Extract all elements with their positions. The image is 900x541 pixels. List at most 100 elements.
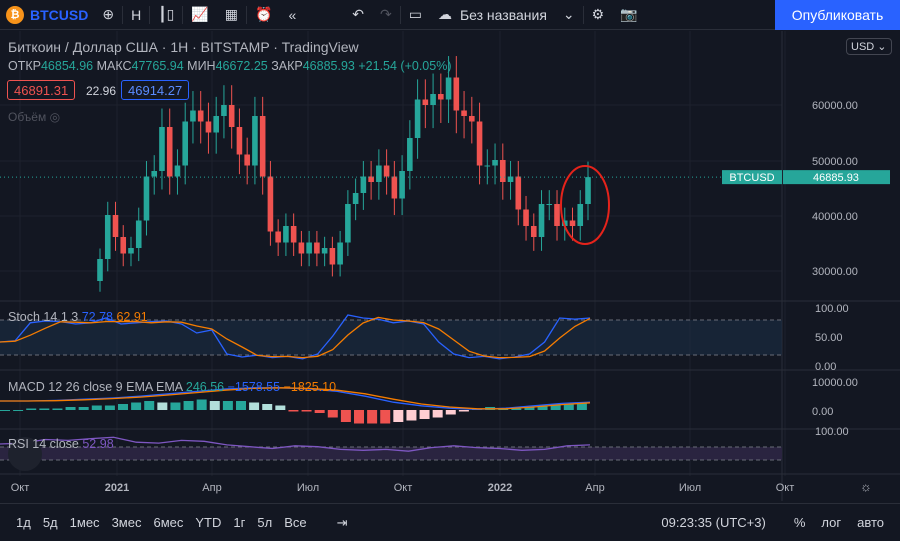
- cloud-icon[interactable]: ☁: [437, 6, 452, 22]
- stoch-axis-label: 50.00: [815, 332, 843, 344]
- range-6[interactable]: 1г: [233, 515, 246, 530]
- range-4[interactable]: 6мес: [153, 515, 184, 530]
- sell-price-button[interactable]: 46891.31: [7, 80, 76, 100]
- candle-body: [159, 127, 165, 171]
- macd-histogram-bar: [183, 401, 194, 410]
- interval-button[interactable]: H: [131, 6, 142, 23]
- range-5[interactable]: YTD: [195, 515, 222, 530]
- scale-option-1[interactable]: лог: [821, 515, 842, 530]
- symbol-search[interactable]: BTCUSD: [30, 6, 89, 23]
- macd-histogram-bar: [445, 410, 456, 415]
- currency-label: USD: [851, 41, 875, 53]
- range-7[interactable]: 5л: [257, 515, 273, 530]
- rsi-axis-label: 100.00: [815, 426, 849, 438]
- fullscreen-icon[interactable]: ▭: [408, 6, 422, 22]
- open-value: 46854.96: [40, 59, 94, 73]
- candle-body: [321, 248, 328, 254]
- replay-icon[interactable]: «: [288, 6, 297, 23]
- time-axis-label: Окт: [394, 482, 413, 494]
- time-axis-label: Апр: [585, 482, 604, 494]
- buy-price-button[interactable]: 46914.27: [121, 80, 190, 100]
- chart-canvas[interactable]: BTCUSD 46885.93 60000.00 50000.00 40000.00 30…: [0, 31, 900, 501]
- settings-gear-icon[interactable]: ⚙: [591, 6, 605, 22]
- rsi-band: [0, 447, 782, 460]
- range-2[interactable]: 1мес: [69, 515, 100, 530]
- camera-icon[interactable]: 📷: [620, 6, 638, 22]
- redo-icon[interactable]: ↷: [379, 6, 392, 22]
- candle-body: [391, 176, 398, 199]
- layout-name[interactable]: Без названия: [459, 6, 547, 23]
- scale-option-0[interactable]: %: [793, 515, 806, 530]
- range-3[interactable]: 3мес: [111, 515, 142, 530]
- scale-option-2[interactable]: авто: [857, 515, 884, 530]
- add-symbol-icon[interactable]: ⊕: [102, 6, 115, 22]
- macd-legend: MACD 12 26 close 9 EMA EMA 246.56 −1578.…: [8, 380, 336, 394]
- macd-histogram-bar: [550, 404, 561, 410]
- candle-body: [314, 242, 320, 254]
- candle-body: [515, 176, 522, 210]
- candles-icon[interactable]: ┃▯: [158, 6, 175, 22]
- macd-histogram-bar: [432, 410, 443, 418]
- candle-body: [143, 176, 150, 221]
- candle-body: [438, 94, 444, 100]
- high-value: 47765.94: [131, 59, 184, 73]
- change-value: +21.54 (+0.05%): [358, 59, 452, 73]
- spread-value: 22.96: [86, 84, 117, 98]
- macd-hist: 246.56: [185, 380, 225, 394]
- macd-label: MACD 12 26 close 9 EMA EMA: [8, 380, 183, 394]
- candle-body: [484, 165, 491, 167]
- rsi-legend: RSI 14 close 52.98: [8, 437, 114, 451]
- candle-body: [585, 177, 591, 204]
- publish-button[interactable]: Опубликовать: [775, 0, 900, 30]
- macd-histogram-bar: [380, 410, 391, 424]
- macd-histogram-bar: [104, 405, 115, 410]
- layouts-icon[interactable]: ▦: [224, 6, 239, 22]
- macd-histogram-bar: [196, 399, 207, 410]
- time-axis-label: Июл: [679, 482, 701, 494]
- undo-icon[interactable]: ↶: [352, 6, 364, 22]
- currency-select[interactable]: USD ⌄: [846, 38, 892, 55]
- macd-histogram-bar: [275, 405, 286, 410]
- range-0[interactable]: 1д: [16, 515, 31, 530]
- macd-histogram-bar: [65, 407, 76, 410]
- chevron-down-icon[interactable]: ⌄: [562, 6, 575, 22]
- range-8[interactable]: Все: [284, 515, 307, 530]
- candle-body: [283, 226, 289, 243]
- close-label: ЗАКР: [271, 59, 303, 73]
- macd-histogram-bar: [393, 410, 404, 422]
- candle-body: [306, 242, 312, 254]
- tradingview-logo-icon[interactable]: [8, 437, 42, 471]
- macd-histogram-bar: [354, 410, 364, 424]
- candle-body: [523, 209, 529, 226]
- stoch-band: [0, 320, 782, 355]
- stoch-axis-label: 100.00: [815, 303, 849, 315]
- macd-histogram-bar: [91, 405, 102, 410]
- top-toolbar: ₿ BTCUSD ⊕ H ┃▯ 📈 ▦ ⏰ « ↶ ↷ ▭ ☁ Без назв…: [0, 0, 900, 30]
- clock[interactable]: 09:23:35 (UTC+3): [661, 515, 766, 530]
- alert-icon[interactable]: ⏰: [255, 6, 273, 22]
- candle-body: [577, 204, 584, 226]
- range-1[interactable]: 5д: [42, 515, 58, 530]
- candle-body: [352, 193, 359, 204]
- candle-body: [221, 105, 227, 116]
- macd-histogram-bar: [209, 401, 220, 410]
- symbol-tag: [722, 170, 782, 185]
- indicators-icon[interactable]: 📈: [191, 6, 209, 22]
- price-axis-label: 40000.00: [812, 211, 858, 223]
- candle-body: [430, 94, 436, 105]
- macd-histogram-bar: [249, 402, 260, 410]
- candle-body: [492, 160, 498, 166]
- macd-histogram-bar: [144, 401, 155, 410]
- eye-hidden-icon[interactable]: ◎: [49, 110, 61, 124]
- time-settings-icon[interactable]: ☼: [860, 479, 872, 494]
- time-axis-label: Апр: [202, 482, 221, 494]
- goto-date-icon[interactable]: ⇥: [336, 514, 348, 530]
- price-axis-label: 30000.00: [812, 266, 858, 278]
- rsi-label: RSI 14 close: [8, 437, 79, 451]
- candle-body: [422, 99, 429, 105]
- candle-body: [414, 99, 421, 138]
- price-axis-label: 50000.00: [812, 156, 858, 168]
- bitcoin-logo-icon: ₿: [6, 5, 24, 24]
- macd-histogram-bar: [118, 404, 128, 410]
- circle-annotation[interactable]: [560, 165, 610, 245]
